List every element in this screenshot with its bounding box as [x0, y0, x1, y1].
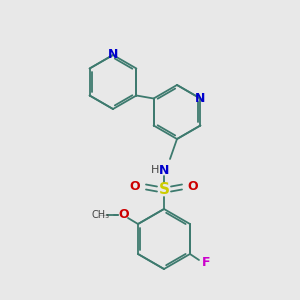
Text: CH₃: CH₃: [92, 210, 110, 220]
Text: N: N: [159, 164, 169, 176]
Text: H: H: [151, 165, 159, 175]
Text: methoxy: methoxy: [103, 214, 109, 216]
Text: N: N: [195, 92, 206, 105]
Text: O: O: [119, 208, 129, 221]
Text: methoxy: methoxy: [99, 214, 105, 216]
Text: O: O: [130, 181, 140, 194]
Text: F: F: [202, 256, 210, 269]
Text: N: N: [108, 49, 118, 62]
Text: S: S: [158, 182, 169, 196]
Text: O: O: [188, 181, 198, 194]
